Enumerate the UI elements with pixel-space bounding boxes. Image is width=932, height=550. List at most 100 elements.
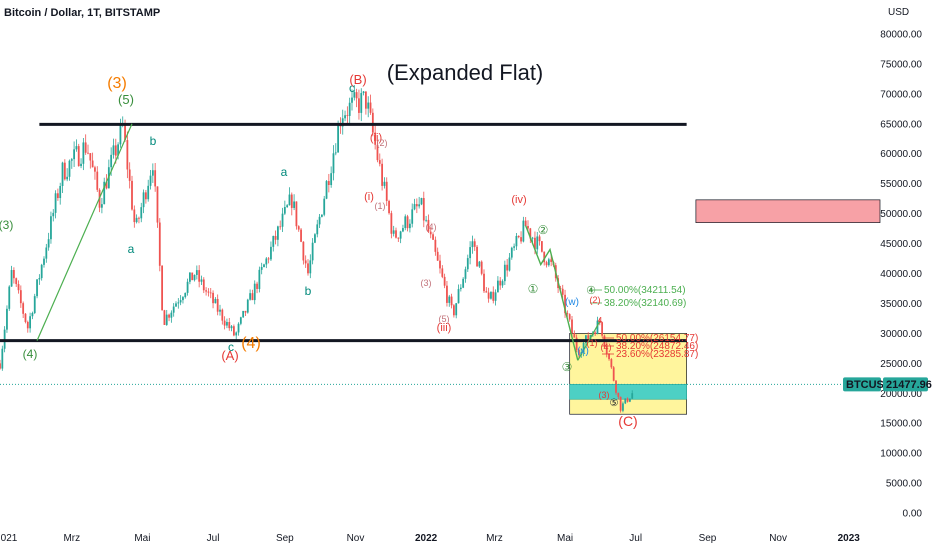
candle-body <box>536 236 539 250</box>
time-axis[interactable]: 021 Mrz Mai Jul Sep Nov 2022 Mrz Mai Jul Sep Nov 202… <box>1 533 861 544</box>
candle-body <box>256 283 258 289</box>
time-tick-label: Nov <box>347 533 365 544</box>
candle-body <box>466 258 469 270</box>
candle-body <box>89 153 92 161</box>
wave-label: c <box>349 81 355 95</box>
candle-body <box>154 170 157 187</box>
candle-body <box>626 398 629 402</box>
candle-body <box>406 216 409 229</box>
candle-body <box>351 97 353 103</box>
candle-body <box>596 320 599 335</box>
candle-body <box>441 268 444 277</box>
last-price-symbol: BTCUSD <box>846 379 892 391</box>
candle-body <box>348 102 351 116</box>
candle-body <box>411 209 414 224</box>
candle-body <box>54 193 57 213</box>
time-tick-label: Jul <box>629 533 642 544</box>
candle-body <box>59 186 62 199</box>
candle-body <box>117 144 120 156</box>
candle-body <box>615 380 617 393</box>
candle-body <box>550 259 553 262</box>
wave-label: b <box>150 134 157 148</box>
wave-label: ③ <box>562 360 573 374</box>
wave-label: (2) <box>590 295 601 305</box>
candle-body <box>485 291 488 293</box>
candle-body <box>483 273 485 292</box>
fibonacci-levels: 50.00%(34211.54) 38.20%(32140.69) 50.00%(2… <box>590 285 698 360</box>
time-tick-label: 2022 <box>415 533 438 544</box>
candle-body <box>31 313 34 317</box>
candle-body <box>302 241 305 261</box>
candle-body <box>390 213 393 234</box>
candle-body <box>205 290 208 292</box>
candle-body <box>80 163 82 167</box>
candle-body <box>452 305 455 316</box>
candle-body <box>43 258 45 265</box>
candle-body <box>68 160 71 177</box>
candle-body <box>214 298 217 304</box>
candle-body <box>561 288 564 295</box>
candle-body <box>543 251 546 263</box>
candle-body <box>469 247 472 259</box>
candle-body <box>582 342 585 353</box>
candle-body <box>346 115 349 117</box>
candle-body <box>362 91 365 94</box>
wave-label: (4) <box>241 335 261 352</box>
candle-body <box>144 192 147 200</box>
candle-body <box>270 246 272 260</box>
candle-body <box>172 306 175 313</box>
candle-body <box>520 237 522 242</box>
wave-path <box>525 225 579 361</box>
wave-label: (3) <box>421 278 432 288</box>
time-tick-label: Mrz <box>63 533 80 544</box>
price-axis[interactable]: 80000.00 75000.00 70000.00 65000.00 60000.00… <box>880 29 922 519</box>
candle-body <box>508 257 511 271</box>
candle-body <box>158 222 161 266</box>
candle-body <box>587 335 590 339</box>
candle-body <box>207 291 210 293</box>
candle-body <box>223 320 226 326</box>
candle-body <box>427 219 430 232</box>
candle-body <box>360 93 363 113</box>
candle-body <box>510 247 513 258</box>
wave-label: (ii) <box>370 132 382 144</box>
candle-body <box>100 204 103 208</box>
candle-body <box>476 246 478 267</box>
candle-body <box>126 140 129 170</box>
candle-body <box>73 149 76 160</box>
candle-body <box>578 349 580 356</box>
candle-body <box>617 392 620 397</box>
candle-body <box>434 239 437 252</box>
candle-body <box>295 201 298 227</box>
time-tick-label: Sep <box>699 533 717 544</box>
candle-body <box>29 316 32 329</box>
candle-body <box>168 314 170 318</box>
time-tick-label: 2023 <box>838 533 861 544</box>
candle-body <box>300 229 302 242</box>
candle-body <box>244 310 247 313</box>
candle-body <box>170 312 173 318</box>
candle-body <box>82 142 85 164</box>
candle-body <box>175 303 177 307</box>
candle-body <box>297 226 300 230</box>
candle-body <box>378 160 381 164</box>
candle-body <box>631 393 634 399</box>
candle-body <box>619 396 622 411</box>
candle-body <box>564 294 566 314</box>
candle-body <box>184 292 187 298</box>
candle-body <box>135 217 138 223</box>
candle-body <box>455 303 458 316</box>
candle-body <box>471 241 474 248</box>
candle-body <box>10 270 13 287</box>
candle-body <box>276 226 279 240</box>
candle-body <box>529 228 532 239</box>
time-tick-label: Sep <box>276 533 294 544</box>
candle-body <box>133 209 136 223</box>
candle-body <box>274 235 277 240</box>
candle-body <box>96 171 99 190</box>
candle-body <box>450 296 453 306</box>
candle-body <box>494 292 497 301</box>
candle-body <box>156 186 159 223</box>
candle-body <box>402 228 404 232</box>
